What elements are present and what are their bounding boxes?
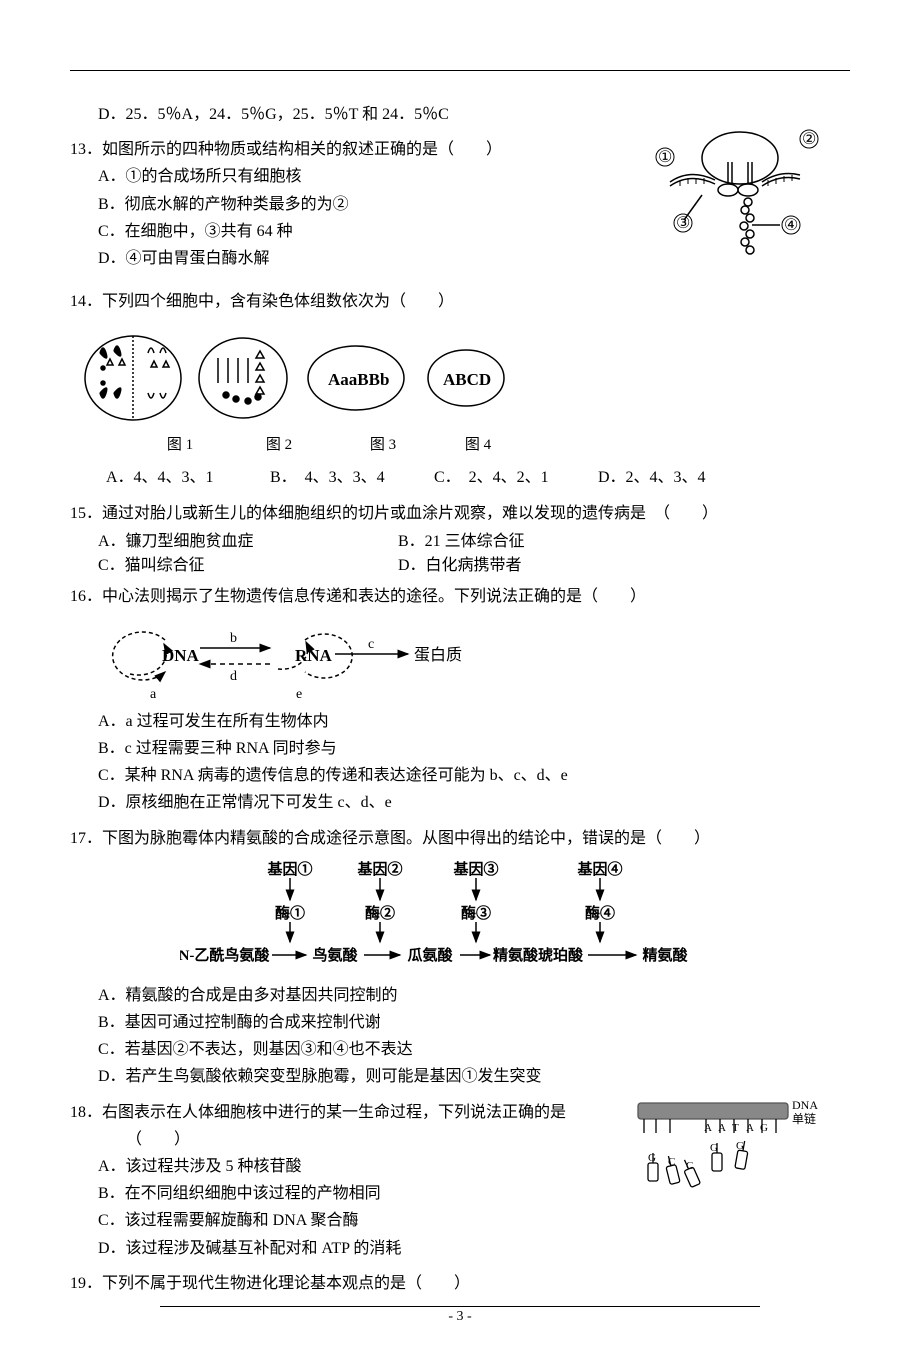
- q14-stem: 14．下列四个细胞中，含有染色体组数依次为（ ）: [70, 288, 850, 315]
- svg-text:基因④: 基因④: [576, 860, 622, 878]
- q17-stem: 17．下图为脉胞霉体内精氨酸的合成途径示意图。从图中得出的结论中，错误的是（ ）: [70, 825, 850, 852]
- cells-diagram-icon: AaaBBb ABCD: [78, 323, 508, 433]
- svg-text:G: G: [760, 1122, 768, 1134]
- q16-C: C．某种 RNA 病毒的遗传信息的传递和表达途径可能为 b、c、d、e: [70, 762, 850, 789]
- q14-A: A．4、4、3、1: [106, 464, 266, 491]
- q17-D: D．若产生鸟氨酸依赖突变型脉胞霉，则可能是基因①发生突变: [70, 1063, 850, 1090]
- page-number: - 3 -: [0, 1309, 920, 1325]
- q16-B: B．c 过程需要三种 RNA 同时参与: [70, 735, 850, 762]
- svg-text:④: ④: [784, 217, 798, 234]
- q15-A: A．镰刀型细胞贫血症: [98, 527, 398, 551]
- svg-text:DNA: DNA: [792, 1098, 818, 1112]
- q15-B: B．21 三体综合征: [398, 527, 525, 551]
- q16: 16．中心法则揭示了生物遗传信息传递和表达的途径。下列说法正确的是（ ） DNA…: [70, 583, 850, 817]
- q17-figure: 基因① 基因② 基因③ 基因④ 酶① 酶② 酶③ 酶④ N-乙酰鸟氨酸: [70, 858, 850, 976]
- q16-A: A．a 过程可发生在所有生物体内: [70, 708, 850, 735]
- q15-stem: 15．通过对胎儿或新生儿的体细胞组织的切片或血涂片观察，难以发现的遗传病是 （ …: [70, 500, 850, 527]
- footer-rule: [160, 1306, 760, 1307]
- q17-B: B．基因可通过控制酶的合成来控制代谢: [70, 1009, 850, 1036]
- page-footer: - 3 -: [0, 1306, 920, 1325]
- q15-row2: C．猫叫综合征 D．白化病携带者: [70, 551, 850, 575]
- q17-A: A．精氨酸的合成是由多对基因共同控制的: [70, 982, 850, 1009]
- svg-text:基因②: 基因②: [356, 860, 402, 878]
- svg-text:AaaBBb: AaaBBb: [328, 370, 389, 389]
- q16-figure: DNA RNA 蛋白质 a b c d e: [70, 614, 850, 704]
- q19-stem: 19．下列不属于现代生物进化理论基本观点的是（ ）: [70, 1270, 850, 1297]
- q14-D: D．2、4、3、4: [598, 464, 718, 491]
- svg-text:A: A: [718, 1122, 726, 1134]
- svg-text:③: ③: [676, 215, 690, 232]
- transcription-icon: A A T A G G G G C C DNA 单链: [630, 1095, 820, 1210]
- svg-text:ABCD: ABCD: [443, 370, 491, 389]
- q18: A A T A G G G G C C DNA 单链 18．右图表示在人体细胞核…: [70, 1099, 850, 1262]
- q15-C: C．猫叫综合征: [98, 551, 398, 575]
- svg-text:酶①: 酶①: [275, 904, 305, 922]
- svg-text:A: A: [746, 1122, 754, 1134]
- svg-text:b: b: [230, 631, 237, 646]
- q19: 19．下列不属于现代生物进化理论基本观点的是（ ）: [70, 1270, 850, 1297]
- ribosome-diagram-icon: ① ② ③ ④: [650, 120, 830, 270]
- svg-text:酶②: 酶②: [365, 904, 395, 922]
- q14-figure: AaaBBb ABCD: [78, 323, 850, 433]
- caption-4: 图 4: [438, 433, 518, 454]
- svg-text:单链: 单链: [792, 1111, 816, 1126]
- q15-D: D．白化病携带者: [398, 551, 522, 575]
- svg-text:鸟氨酸: 鸟氨酸: [312, 946, 358, 964]
- q14: 14．下列四个细胞中，含有染色体组数依次为（ ）: [70, 288, 850, 491]
- svg-text:A: A: [704, 1122, 712, 1134]
- header-rule: [70, 70, 850, 71]
- q17: 17．下图为脉胞霉体内精氨酸的合成途径示意图。从图中得出的结论中，错误的是（ ）…: [70, 825, 850, 1091]
- svg-text:精氨酸: 精氨酸: [642, 946, 688, 964]
- svg-text:e: e: [296, 687, 302, 702]
- q15: 15．通过对胎儿或新生儿的体细胞组织的切片或血涂片观察，难以发现的遗传病是 （ …: [70, 500, 850, 575]
- svg-text:①: ①: [658, 149, 672, 166]
- svg-text:T: T: [732, 1122, 739, 1134]
- svg-text:酶③: 酶③: [461, 904, 491, 922]
- caption-3: 图 3: [328, 433, 438, 454]
- svg-text:②: ②: [802, 131, 816, 148]
- svg-text:d: d: [230, 669, 237, 684]
- q18-D: D．该过程涉及碱基互补配对和 ATP 的消耗: [70, 1235, 850, 1262]
- q14-B: B． 4、3、3、4: [270, 464, 430, 491]
- q13-figure: ① ② ③ ④: [650, 120, 830, 270]
- svg-text:酶④: 酶④: [585, 904, 615, 922]
- svg-text:基因①: 基因①: [266, 860, 312, 878]
- svg-text:N-乙酰鸟氨酸: N-乙酰鸟氨酸: [180, 946, 270, 964]
- q15-row1: A．镰刀型细胞贫血症 B．21 三体综合征: [70, 527, 850, 551]
- svg-text:基因③: 基因③: [452, 860, 498, 878]
- svg-text:c: c: [368, 637, 374, 652]
- q14-options: A．4、4、3、1 B． 4、3、3、4 C． 2、4、2、1 D．2、4、3、…: [70, 464, 850, 491]
- svg-text:G: G: [648, 1152, 656, 1164]
- svg-text:精氨酸琥珀酸: 精氨酸琥珀酸: [493, 946, 584, 964]
- svg-text:瓜氨酸: 瓜氨酸: [407, 946, 453, 964]
- svg-text:a: a: [150, 687, 157, 702]
- q14-C: C． 2、4、2、1: [434, 464, 594, 491]
- q16-D: D．原核细胞在正常情况下可发生 c、d、e: [70, 789, 850, 816]
- caption-1: 图 1: [130, 433, 230, 454]
- svg-text:蛋白质: 蛋白质: [414, 646, 462, 664]
- svg-text:C: C: [668, 1156, 675, 1168]
- q14-captions: 图 1 图 2 图 3 图 4: [70, 433, 850, 454]
- svg-text:DNA: DNA: [162, 646, 200, 665]
- svg-text:G: G: [736, 1140, 744, 1152]
- central-dogma-icon: DNA RNA 蛋白质 a b c d e: [110, 614, 480, 704]
- q17-C: C．若基因②不表达，则基因③和④也不表达: [70, 1036, 850, 1063]
- q18-figure: A A T A G G G G C C DNA 单链: [630, 1095, 820, 1210]
- svg-text:G: G: [710, 1142, 718, 1154]
- q16-stem: 16．中心法则揭示了生物遗传信息传递和表达的途径。下列说法正确的是（ ）: [70, 583, 850, 610]
- svg-text:C: C: [686, 1160, 693, 1172]
- caption-2: 图 2: [230, 433, 328, 454]
- svg-text:RNA: RNA: [295, 646, 333, 665]
- pathway-diagram-icon: 基因① 基因② 基因③ 基因④ 酶① 酶② 酶③ 酶④ N-乙酰鸟氨酸: [180, 858, 740, 976]
- q18-C: C．该过程需要解旋酶和 DNA 聚合酶: [70, 1207, 850, 1234]
